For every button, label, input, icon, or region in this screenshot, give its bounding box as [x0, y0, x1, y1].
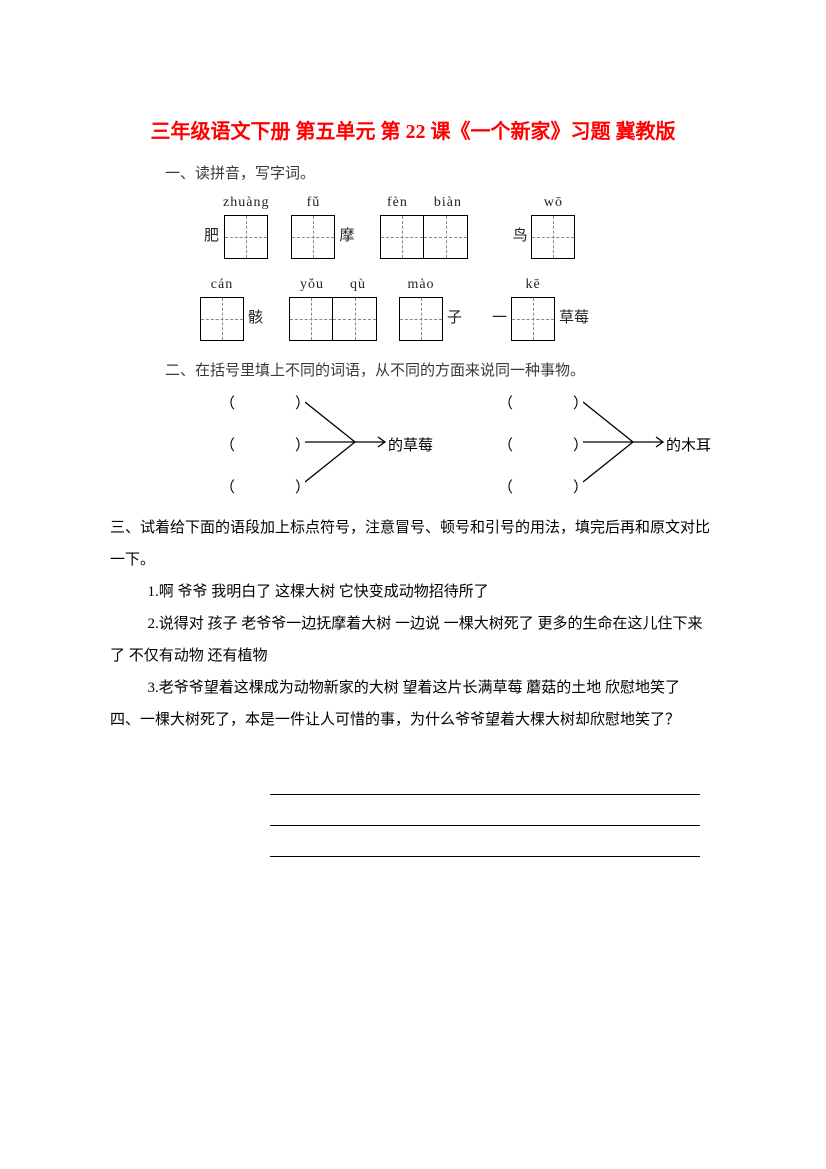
char-label: 子 [447, 306, 462, 327]
q3-line-2: 2.说得对 孩子 老爷爷一边抚摩着大树 一边说 一棵大树死了 更多的生命在这儿住… [110, 608, 716, 672]
char-label: 肥 [204, 224, 219, 245]
pinyin-box-group: cán [200, 277, 244, 341]
answer-line[interactable] [270, 795, 700, 826]
answer-line[interactable] [270, 764, 700, 795]
pinyin-box-group: kē [511, 277, 555, 341]
char-label: 草莓 [559, 306, 589, 327]
pinyin-label: cán [211, 277, 233, 295]
mi-box[interactable] [333, 297, 377, 341]
q3-line-3: 3.老爷爷望着这棵成为动物新家的大树 望着这片长满草莓 蘑菇的土地 欣慰地笑了 [110, 672, 716, 704]
mi-box[interactable] [424, 215, 468, 259]
paren: （ [220, 434, 235, 455]
pinyin-box-group: yǒu qù [289, 277, 377, 341]
pinyin-box-group: fèn biàn [380, 195, 468, 259]
mi-box[interactable] [291, 215, 335, 259]
mi-box[interactable] [531, 215, 575, 259]
section-2-heading: 二、在括号里填上不同的词语，从不同的方面来说同一种事物。 [165, 359, 716, 380]
pinyin-label: mào [407, 277, 434, 295]
q3-line-1: 1.啊 爷爷 我明白了 这棵大树 它快变成动物招待所了 [110, 576, 716, 608]
pinyin-box-group: fǔ [291, 195, 335, 259]
pinyin-label: qù [350, 277, 366, 295]
pinyin-label: yǒu [300, 277, 324, 295]
mi-box[interactable] [380, 215, 424, 259]
pinyin-label: kē [525, 277, 540, 295]
char-label: 摩 [339, 224, 354, 245]
branch-icon [305, 392, 390, 492]
char-label: 骸 [248, 306, 263, 327]
tree-target: 的木耳 [666, 434, 711, 455]
paren: （ [220, 476, 235, 497]
paren: （ [498, 476, 513, 497]
mi-box[interactable] [224, 215, 268, 259]
worksheet-page: 三年级语文下册 第五单元 第 22 课《一个新家》习题 冀教版 一、读拼音，写字… [0, 0, 826, 1169]
pinyin-row-2: cán 骸 yǒu qù mào 子 一 kē 草莓 [200, 277, 716, 341]
answer-line[interactable] [270, 826, 700, 857]
section-3-heading: 三、试着给下面的语段加上标点符号，注意冒号、顿号和引号的用法，填完后再和原文对比… [110, 512, 716, 576]
section-1-heading: 一、读拼音，写字词。 [165, 162, 716, 183]
tree-diagram-row: （） （） （） 的草莓 （） （） （） 的木耳 [220, 392, 716, 502]
pinyin-box-group: mào [399, 277, 443, 341]
pinyin-row-1: 肥 zhuàng fǔ 摩 fèn biàn 鸟 wō [200, 195, 716, 259]
pinyin-label: fèn [387, 195, 408, 213]
pinyin-label: zhuàng [223, 195, 269, 213]
mi-box[interactable] [200, 297, 244, 341]
paren: （ [220, 392, 235, 413]
pinyin-label: wō [544, 195, 563, 213]
char-label: 一 [492, 306, 507, 327]
char-label: 鸟 [512, 224, 527, 245]
pinyin-label: fǔ [307, 195, 321, 213]
tree-diagram-2: （） （） （） 的木耳 [498, 392, 716, 502]
tree-target: 的草莓 [388, 434, 433, 455]
mi-box[interactable] [399, 297, 443, 341]
pinyin-label: biàn [434, 195, 462, 213]
section-3: 三、试着给下面的语段加上标点符号，注意冒号、顿号和引号的用法，填完后再和原文对比… [110, 512, 716, 736]
tree-diagram-1: （） （） （） 的草莓 [220, 392, 438, 502]
page-title: 三年级语文下册 第五单元 第 22 课《一个新家》习题 冀教版 [110, 115, 716, 144]
section-4-heading: 四、一棵大树死了，本是一件让人可惜的事，为什么爷爷望着大棵大树却欣慰地笑了？ [110, 704, 716, 736]
branch-icon [583, 392, 668, 492]
paren: （ [498, 392, 513, 413]
pinyin-box-group: wō [531, 195, 575, 259]
mi-box[interactable] [289, 297, 333, 341]
mi-box[interactable] [511, 297, 555, 341]
answer-lines [270, 764, 700, 857]
paren: （ [498, 434, 513, 455]
pinyin-box-group: zhuàng [223, 195, 269, 259]
